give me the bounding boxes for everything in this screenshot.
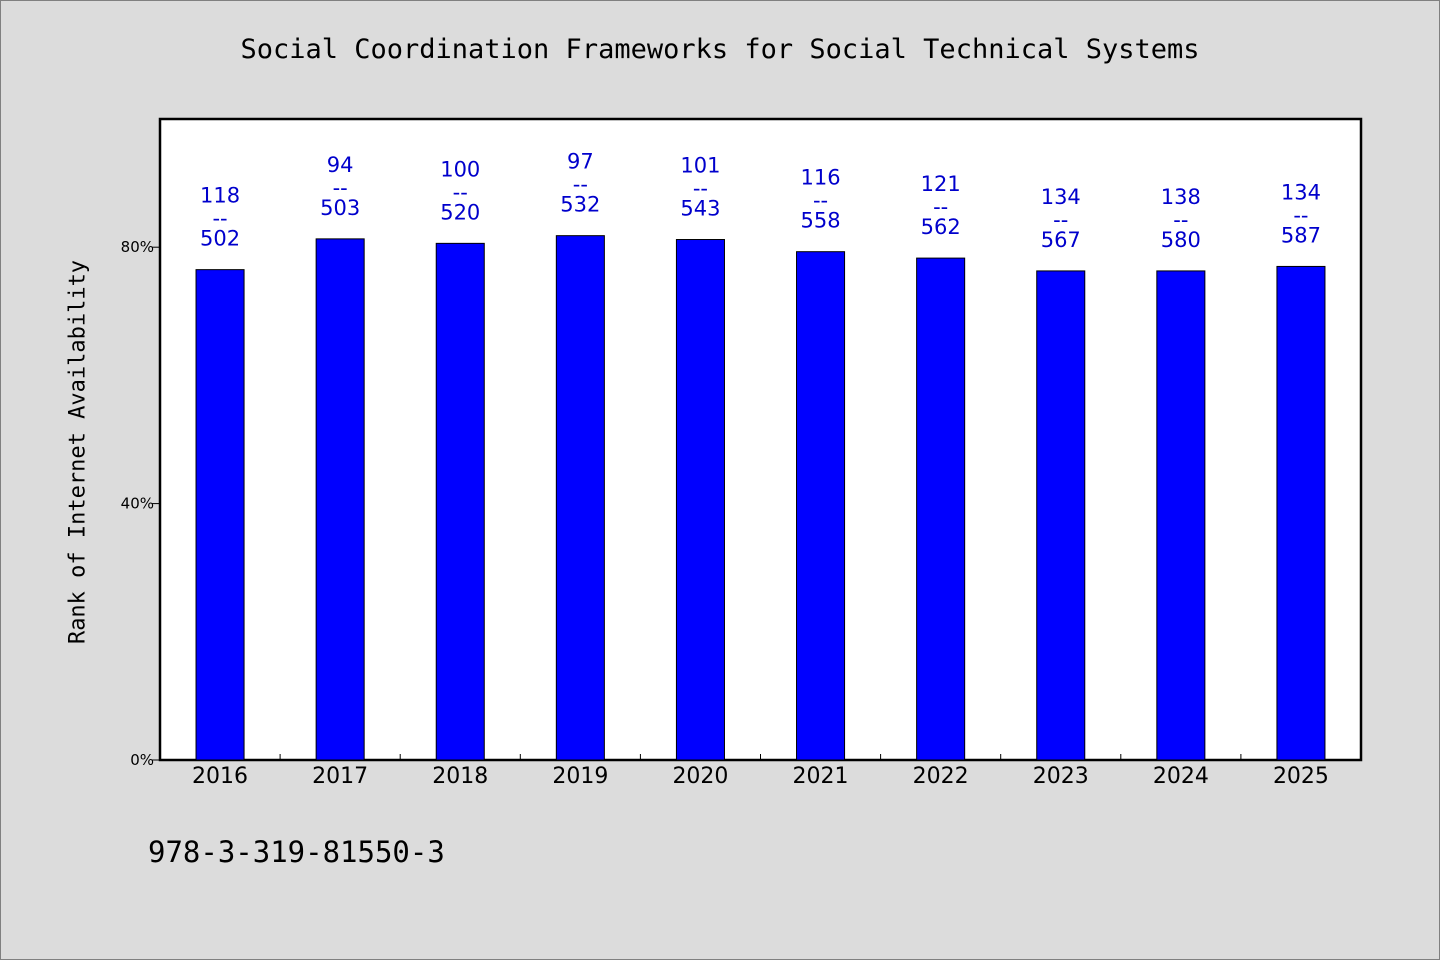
data-label-bottom: 562 xyxy=(921,215,961,239)
data-label-separator: -- xyxy=(1293,203,1308,227)
bar-2025 xyxy=(1276,265,1326,761)
isbn-footnote: 978-3-319-81550-3 xyxy=(148,835,445,869)
x-tick-label: 2024 xyxy=(1153,764,1209,789)
data-label-bottom: 587 xyxy=(1281,223,1321,247)
data-label-bottom: 532 xyxy=(560,193,600,217)
data-label-separator: -- xyxy=(573,173,588,197)
data-label-top: 94 xyxy=(327,153,354,177)
bar-2016 xyxy=(195,269,245,761)
data-label-separator: -- xyxy=(333,176,348,200)
data-label-top: 97 xyxy=(567,150,594,174)
data-label-bottom: 567 xyxy=(1041,228,1081,252)
data-label-separator: -- xyxy=(212,207,227,231)
data-label-top: 138 xyxy=(1161,185,1201,209)
x-tick-label: 2022 xyxy=(913,764,969,789)
x-tick-label: 2017 xyxy=(312,764,368,789)
chart-title: Social Coordination Frameworks for Socia… xyxy=(240,34,1200,65)
data-label-top: 134 xyxy=(1041,185,1081,209)
data-label-top: 121 xyxy=(921,172,961,196)
x-tick-label: 2023 xyxy=(1033,764,1089,789)
x-tick-label: 2019 xyxy=(552,764,608,789)
bar-2022 xyxy=(916,257,966,761)
data-label-separator: -- xyxy=(1053,208,1068,232)
data-label-bottom: 503 xyxy=(320,196,360,220)
data-label-separator: -- xyxy=(1173,208,1188,232)
bar-2024 xyxy=(1156,270,1206,761)
data-label-top: 101 xyxy=(680,154,720,178)
x-tick-label: 2021 xyxy=(793,764,849,789)
bar-2020 xyxy=(675,239,725,761)
bar-2017 xyxy=(315,238,365,761)
data-label-separator: -- xyxy=(453,180,468,204)
data-label-top: 100 xyxy=(440,157,480,181)
bar-2023 xyxy=(1036,270,1086,761)
y-tick-label: 0% xyxy=(130,751,154,769)
data-label-separator: -- xyxy=(693,177,708,201)
data-label-bottom: 558 xyxy=(801,209,841,233)
x-tick-label: 2018 xyxy=(432,764,488,789)
data-label-top: 116 xyxy=(801,166,841,190)
data-label-bottom: 520 xyxy=(440,200,480,224)
bar-2021 xyxy=(796,251,846,761)
bar-2018 xyxy=(435,242,485,761)
data-label-bottom: 580 xyxy=(1161,228,1201,252)
data-label-separator: -- xyxy=(933,195,948,219)
data-label-top: 134 xyxy=(1281,180,1321,204)
data-label-top: 118 xyxy=(200,184,240,208)
x-tick-label: 2020 xyxy=(672,764,728,789)
y-tick-label: 80% xyxy=(121,238,154,256)
bar-2019 xyxy=(555,235,605,761)
data-label-bottom: 543 xyxy=(680,197,720,221)
x-tick-label: 2016 xyxy=(192,764,248,789)
y-tick-label: 40% xyxy=(121,495,154,513)
data-label-bottom: 502 xyxy=(200,227,240,251)
x-tick-label: 2025 xyxy=(1273,764,1329,789)
data-label-separator: -- xyxy=(813,189,828,213)
